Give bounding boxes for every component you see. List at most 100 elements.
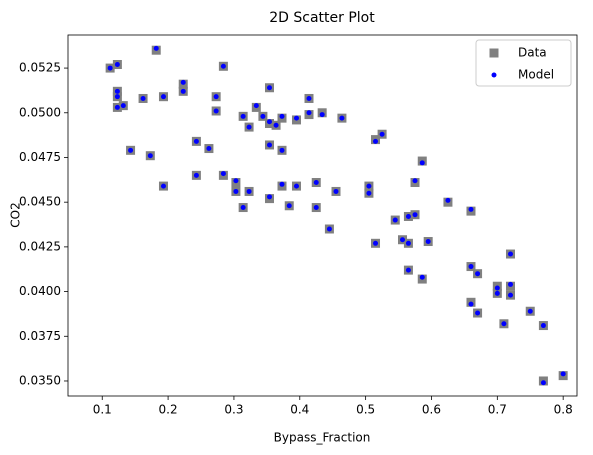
model-point: [233, 188, 239, 194]
x-tick-label: 0.8: [554, 403, 573, 417]
chart-title: 2D Scatter Plot: [269, 10, 375, 26]
y-tick-label: 0.0500: [19, 105, 61, 119]
y-tick-label: 0.0450: [19, 195, 61, 209]
model-point: [494, 290, 500, 296]
model-point: [412, 178, 418, 184]
model-point: [206, 146, 212, 152]
model-point: [540, 380, 546, 386]
model-point: [293, 183, 299, 189]
model-point: [507, 251, 513, 257]
model-point: [180, 88, 186, 94]
model-point: [160, 183, 166, 189]
model-point: [333, 188, 339, 194]
x-tick-label: 0.1: [93, 403, 112, 417]
model-point: [220, 171, 226, 177]
model-point: [392, 217, 398, 223]
model-point: [306, 110, 312, 116]
y-tick-label: 0.0475: [19, 150, 61, 164]
model-point: [405, 267, 411, 273]
model-point: [266, 119, 272, 125]
model-point: [379, 131, 385, 137]
model-point: [140, 95, 146, 101]
model-point: [279, 113, 285, 119]
model-point: [266, 85, 272, 91]
model-point: [494, 285, 500, 291]
model-point: [507, 292, 513, 298]
model-point: [233, 178, 239, 184]
legend-label: Data: [518, 46, 547, 60]
y-tick-label: 0.0375: [19, 329, 61, 343]
model-point: [193, 138, 199, 144]
x-tick-label: 0.6: [422, 403, 441, 417]
model-point: [339, 115, 345, 121]
x-tick-label: 0.4: [290, 403, 309, 417]
model-point: [240, 113, 246, 119]
model-point: [306, 95, 312, 101]
model-point: [405, 240, 411, 246]
model-point: [400, 237, 406, 243]
model-point: [114, 104, 120, 110]
model-point: [501, 321, 507, 327]
model-point: [153, 45, 159, 51]
model-point: [313, 180, 319, 186]
model-point: [240, 205, 246, 211]
model-point: [260, 113, 266, 119]
plot-frame: [67, 34, 578, 397]
model-point: [253, 103, 259, 109]
model-point: [527, 308, 533, 314]
model-point: [266, 194, 272, 200]
model-point: [220, 63, 226, 69]
model-point: [425, 239, 431, 245]
model-point: [412, 212, 418, 218]
model-point: [279, 147, 285, 153]
legend-box: [475, 39, 572, 87]
model-point: [419, 274, 425, 280]
model-point: [475, 271, 481, 277]
model-point: [373, 240, 379, 246]
model-point: [366, 183, 372, 189]
x-tick-label: 0.7: [488, 403, 507, 417]
legend-marker: [491, 72, 497, 78]
model-point: [273, 122, 279, 128]
model-point: [468, 301, 474, 307]
y-axis-label: CO2: [9, 202, 23, 227]
model-point: [128, 147, 134, 153]
model-point: [120, 103, 126, 109]
y-tick-label: 0.0425: [19, 239, 61, 253]
model-point: [114, 94, 120, 100]
model-point: [246, 124, 252, 130]
model-point: [468, 206, 474, 212]
model-point: [373, 138, 379, 144]
x-tick-label: 0.3: [224, 403, 243, 417]
model-point: [160, 94, 166, 100]
model-point: [540, 323, 546, 329]
model-point: [213, 94, 219, 100]
model-point: [468, 264, 474, 270]
model-point: [560, 371, 566, 377]
model-point: [193, 172, 199, 178]
x-tick-label: 0.5: [356, 403, 375, 417]
model-point: [419, 160, 425, 166]
y-tick-label: 0.0400: [19, 284, 61, 298]
y-tick-label: 0.0350: [19, 373, 61, 387]
model-point: [180, 79, 186, 85]
model-point: [319, 112, 325, 118]
legend-label: Model: [518, 68, 554, 82]
model-point: [114, 62, 120, 68]
x-axis-label: Bypass_Fraction: [274, 431, 371, 445]
model-point: [147, 153, 153, 159]
model-point: [246, 188, 252, 194]
model-point: [213, 108, 219, 114]
model-point: [475, 310, 481, 316]
model-point: [445, 197, 451, 203]
x-tick-label: 0.2: [159, 403, 178, 417]
model-point: [286, 203, 292, 209]
model-point: [326, 226, 332, 232]
model-point: [107, 65, 113, 71]
model-point: [293, 115, 299, 121]
y-tick-label: 0.0525: [19, 61, 61, 75]
model-point: [266, 142, 272, 148]
model-point: [313, 205, 319, 211]
model-point: [279, 181, 285, 187]
